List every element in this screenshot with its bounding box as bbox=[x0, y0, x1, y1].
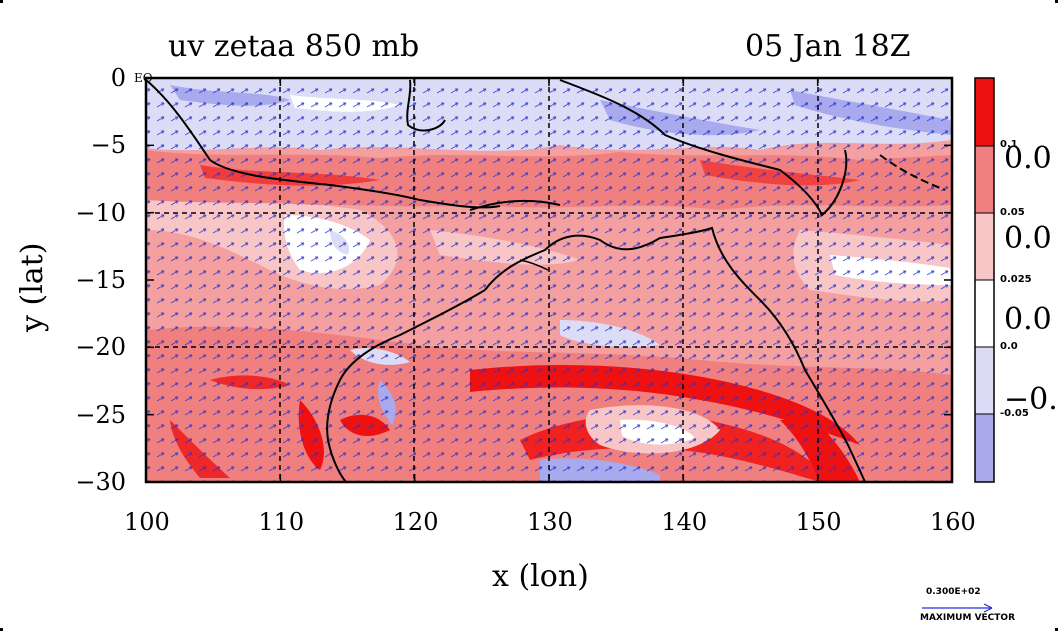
colorbar-band-6 bbox=[975, 414, 994, 482]
y-tick-label: −30 bbox=[75, 468, 126, 496]
colorbar-large-label: −0. bbox=[1004, 382, 1058, 417]
x-tick-label: 130 bbox=[527, 508, 573, 536]
colorbar-band-4 bbox=[975, 280, 994, 347]
chart-title: uv zetaa 850 mb bbox=[168, 29, 420, 64]
colorbar-small-label: 0.1 bbox=[1000, 139, 1018, 150]
y-tick-label: −10 bbox=[75, 198, 126, 227]
y-tick-label: −5 bbox=[90, 131, 126, 160]
y-tick-label: −15 bbox=[75, 266, 126, 294]
colorbar-band-2 bbox=[975, 146, 994, 213]
y-tick-label: −25 bbox=[75, 400, 126, 429]
colorbar bbox=[974, 77, 995, 483]
x-tick-label: 150 bbox=[795, 508, 842, 536]
colorbar-band-3 bbox=[975, 213, 994, 280]
colorbar-band-1 bbox=[975, 78, 994, 146]
vorticity-field bbox=[146, 78, 952, 482]
vector-legend-label: MAXIMUM VECTOR bbox=[920, 613, 1016, 623]
x-tick-label: 120 bbox=[392, 508, 439, 536]
colorbar-large-label: 0.0 bbox=[1004, 221, 1052, 256]
vector-legend-value: 0.300E+02 bbox=[926, 587, 981, 597]
colorbar-large-label: 0.0 bbox=[1004, 302, 1052, 337]
colorbar-small-label: 0.025 bbox=[1000, 274, 1032, 285]
corner-mark bbox=[1055, 0, 1058, 3]
y-tick-label: −20 bbox=[75, 333, 126, 362]
x-tick-label: 100 bbox=[124, 508, 170, 536]
colorbar-small-label: -0.05 bbox=[1000, 408, 1029, 419]
corner-mark bbox=[0, 628, 3, 631]
x-tick-label: 140 bbox=[661, 508, 708, 536]
chart-time-label: 05 Jan 18Z bbox=[745, 29, 911, 64]
colorbar-small-label: 0.05 bbox=[1000, 207, 1025, 218]
y-axis-label: y (lat) bbox=[15, 242, 50, 332]
colorbar-large-label: 0.0 bbox=[1004, 141, 1052, 176]
equator-label: EQ bbox=[134, 71, 153, 85]
y-tick-label: 0 bbox=[110, 64, 126, 92]
vector-legend-arrow bbox=[922, 603, 993, 613]
corner-mark bbox=[0, 0, 3, 3]
x-tick-label: 110 bbox=[258, 508, 305, 536]
corner-mark bbox=[1055, 628, 1058, 631]
x-tick-label: 160 bbox=[930, 508, 976, 536]
colorbar-small-label: 0.0 bbox=[1000, 341, 1018, 352]
x-axis-label: x (lon) bbox=[492, 559, 589, 594]
colorbar-band-5 bbox=[975, 347, 994, 414]
